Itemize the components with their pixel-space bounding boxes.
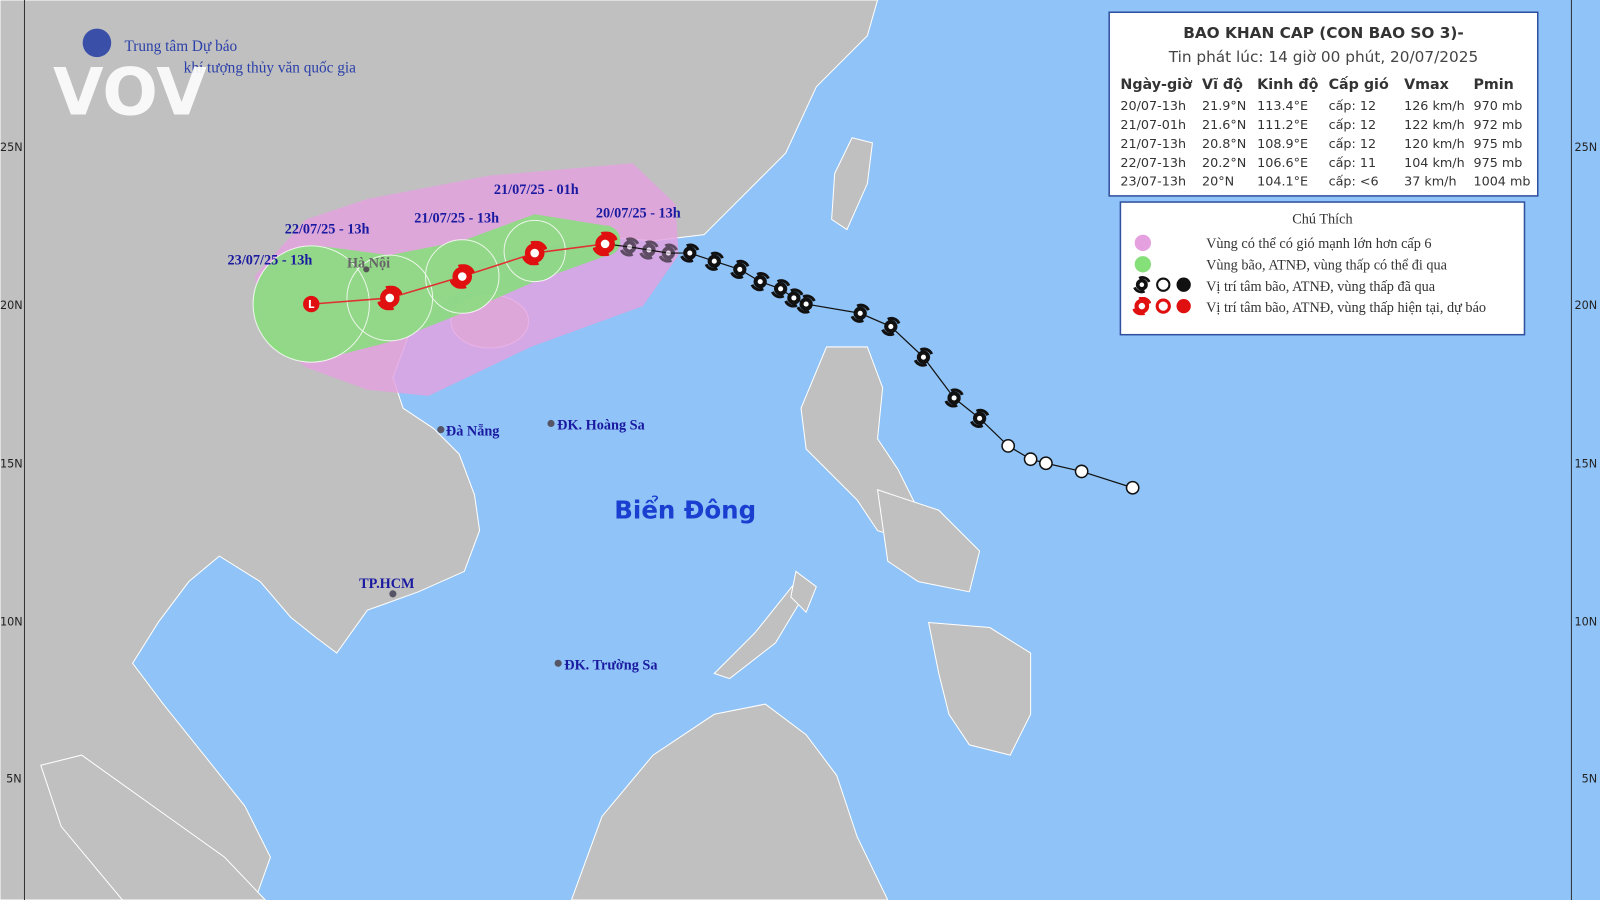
forecast-positions: L [303, 231, 618, 313]
legend-item: Vị trí tâm bão, ATNĐ, vùng thấp hiện tại… [1206, 300, 1486, 316]
legend-item: Vùng có thể có gió mạnh lớn hơn cấp 6 [1206, 236, 1431, 252]
table-cell: 122 km/h [1404, 118, 1465, 133]
bulletin-issued: Tin phát lúc: 14 giờ 00 phút, 20/07/2025 [1168, 48, 1479, 66]
table-cell: 21/07-01h [1120, 118, 1186, 133]
lat-label: 15N [0, 457, 23, 470]
track-label: 21/07/25 - 13h [414, 210, 499, 226]
table-cell: 111.2°E [1257, 118, 1308, 133]
table-cell: 23/07-13h [1120, 175, 1186, 190]
legend-item: Vùng bão, ATNĐ, vùng thấp có thể đi qua [1206, 257, 1448, 273]
place-label: ĐK. Hoàng Sa [557, 418, 645, 434]
table-cell: 106.6°E [1257, 156, 1308, 171]
table-cell: 126 km/h [1404, 99, 1465, 114]
lat-label: 15N [1574, 457, 1597, 470]
track-label: 23/07/25 - 13h [228, 252, 313, 268]
table-header: Vĩ độ [1202, 77, 1243, 93]
table-cell: 20.8°N [1202, 137, 1246, 152]
table-cell: 20/07-13h [1120, 99, 1186, 114]
table-cell: 972 mb [1473, 118, 1522, 133]
logo: Trung tâm Dự báo khí tượng thủy văn quốc… [53, 28, 357, 130]
table-cell: cấp: <6 [1329, 175, 1379, 190]
table-cell: 21/07-13h [1120, 137, 1186, 152]
legend-title: Chú Thích [1292, 211, 1352, 227]
table-cell: 21.6°N [1202, 118, 1246, 133]
legend: Chú Thích Vùng có thể có gió mạnh lớn hơ… [1119, 201, 1526, 336]
table-header: Ngày-giờ [1120, 77, 1193, 93]
table-cell: 21.9°N [1202, 99, 1246, 114]
track-label: 20/07/25 - 13h [596, 205, 681, 221]
lat-label: 5N [6, 773, 22, 786]
sea-label: Biển Đông [614, 494, 756, 524]
lat-label: 25N [0, 141, 23, 154]
track-label: 21/07/25 - 01h [494, 182, 579, 198]
table-cell: cấp: 12 [1329, 118, 1377, 133]
past-positions [619, 237, 1140, 495]
table-cell: 22/07-13h [1120, 156, 1186, 171]
table-cell: 970 mb [1473, 99, 1522, 114]
table-cell: 975 mb [1473, 156, 1522, 171]
place-label: ĐK. Trường Sa [564, 657, 657, 673]
lat-label: 10N [1574, 616, 1597, 629]
svg-text:L: L [308, 300, 315, 311]
table-header: Vmax [1404, 77, 1449, 93]
lat-label: 20N [0, 299, 23, 312]
table-cell: 20°N [1202, 175, 1234, 190]
place-label: Đà Nẵng [446, 424, 500, 440]
lat-label: 20N [1574, 299, 1597, 312]
logo-name: VOV [53, 54, 207, 130]
lat-label: 5N [1582, 773, 1598, 786]
table-cell: 37 km/h [1404, 175, 1456, 190]
lat-label: 10N [0, 616, 23, 629]
table-cell: cấp: 11 [1329, 156, 1377, 171]
table-cell: 1004 mb [1473, 175, 1530, 190]
place-label: Hà Nội [347, 255, 390, 271]
table-cell: 20.2°N [1202, 156, 1246, 171]
place-label: TP.HCM [359, 576, 415, 592]
bulletin: BAO KHAN CAP (CON BAO SO 3)- Tin phát lú… [1108, 11, 1539, 197]
logo-line2: khí tượng thủy văn quốc gia [184, 59, 357, 76]
bulletin-title: BAO KHAN CAP (CON BAO SO 3)- [1183, 24, 1464, 42]
legend-item: Vị trí tâm bão, ATNĐ, vùng thấp đã qua [1206, 279, 1436, 295]
table-header: Pmin [1473, 77, 1513, 93]
table-header: Kinh độ [1257, 77, 1318, 93]
table-header: Cấp gió [1329, 76, 1389, 93]
table-cell: 975 mb [1473, 137, 1522, 152]
table-cell: 104 km/h [1404, 156, 1465, 171]
table-cell: 108.9°E [1257, 137, 1308, 152]
table-cell: 113.4°E [1257, 99, 1308, 114]
track-label: 22/07/25 - 13h [285, 222, 370, 238]
table-cell: 120 km/h [1404, 137, 1465, 152]
logo-line1: Trung tâm Dự báo [124, 38, 237, 55]
table-cell: 104.1°E [1257, 175, 1308, 190]
table-cell: cấp: 12 [1329, 99, 1377, 114]
lat-label: 25N [1574, 141, 1597, 154]
table-cell: cấp: 12 [1329, 137, 1377, 152]
